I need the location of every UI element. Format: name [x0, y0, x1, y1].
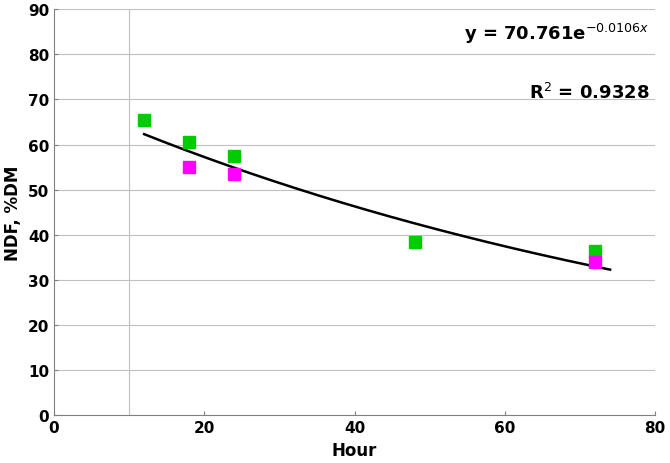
Text: y = 70.761e$^{-0.0106x}$: y = 70.761e$^{-0.0106x}$ — [464, 22, 649, 46]
Y-axis label: NDF, %DM: NDF, %DM — [4, 165, 22, 260]
X-axis label: Hour: Hour — [332, 441, 377, 459]
Text: R$^{2}$ = 0.9328: R$^{2}$ = 0.9328 — [529, 83, 649, 103]
